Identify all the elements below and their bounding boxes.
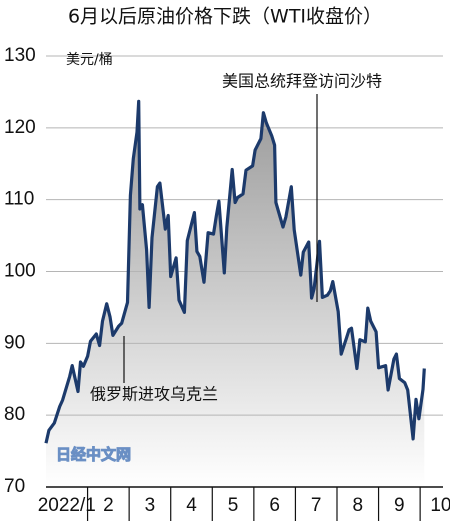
x-tick-label: 2022/1: [38, 495, 96, 516]
x-tick-label: 5: [228, 495, 239, 516]
chart-title: 6月以后原油价格下跌（WTI收盘价）: [68, 6, 382, 28]
x-tick-label: 3: [145, 495, 156, 516]
x-tick-label: 2: [103, 495, 114, 516]
annotation: 美国总统拜登访问沙特: [222, 72, 382, 91]
x-tick-label: 6: [269, 495, 280, 516]
x-tick-label: 10: [430, 495, 450, 516]
x-tick-label: 7: [311, 495, 322, 516]
y-axis-label: 美元/桶: [66, 52, 113, 68]
y-tick-label: 100: [4, 261, 36, 282]
y-tick-label: 130: [4, 45, 36, 66]
line: [44, 99, 426, 444]
y-tick-label: 80: [4, 404, 25, 425]
x-tick-label: 9: [394, 495, 405, 516]
x-tick-label: 8: [352, 495, 363, 516]
y-tick-label: 110: [4, 189, 34, 210]
y-tick-label: 120: [4, 117, 36, 138]
plot: [44, 55, 443, 488]
y-tick-label: 90: [4, 332, 25, 353]
watermark: 日经中文网: [56, 446, 131, 464]
annotation: 俄罗斯进攻乌克兰: [90, 385, 218, 404]
x-tick-label: 4: [186, 495, 197, 516]
area: [46, 101, 425, 488]
y-tick-label: 70: [4, 476, 25, 497]
